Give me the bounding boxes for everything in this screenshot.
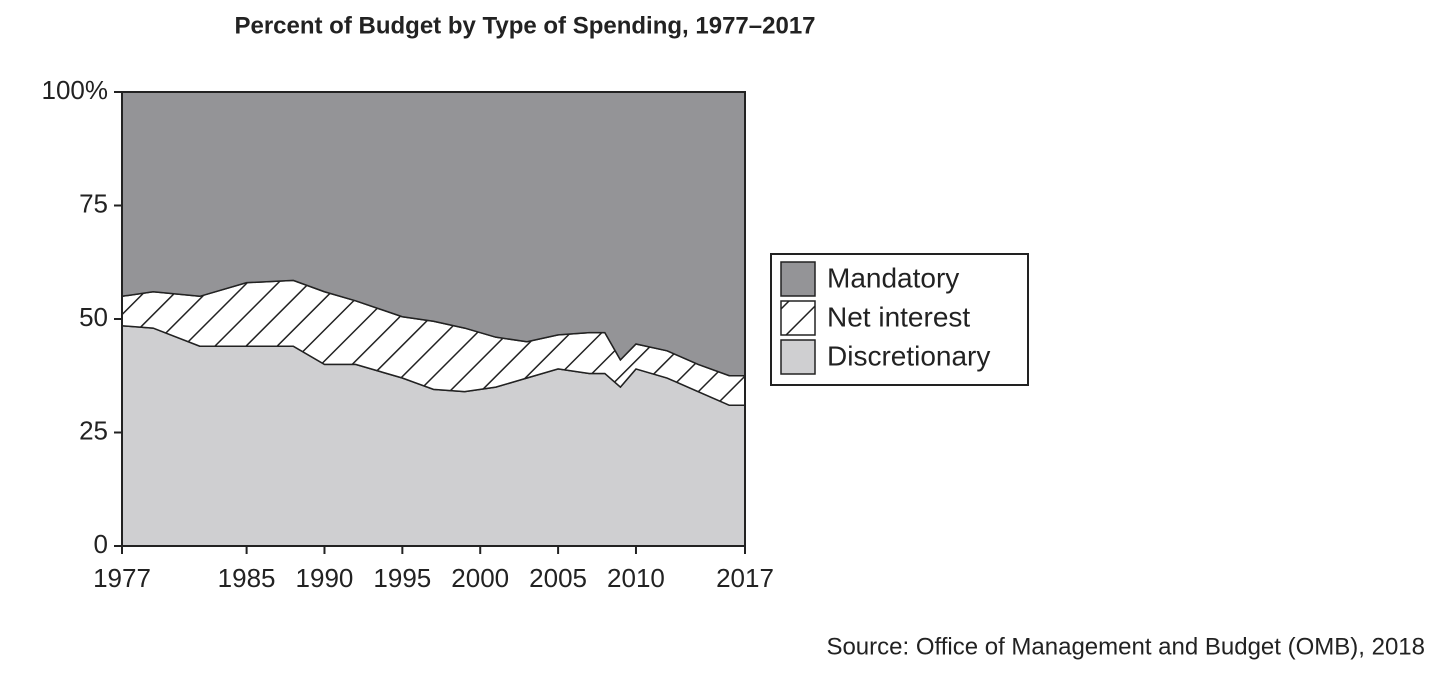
legend-swatch (780, 300, 816, 336)
x-tick-label: 1995 (373, 563, 431, 593)
legend-swatch (780, 339, 816, 375)
chart-title: Percent of Budget by Type of Spending, 1… (234, 12, 815, 39)
x-tick-label: 2005 (529, 563, 587, 593)
y-tick-label: 50 (79, 302, 108, 332)
legend-label: Mandatory (827, 262, 959, 293)
x-tick-label: 2010 (607, 563, 665, 593)
source: Source: Office of Management and Budget … (826, 633, 1425, 660)
x-tick-label: 1977 (93, 563, 151, 593)
x-tick-label: 1990 (296, 563, 354, 593)
x-tick-label: 2017 (716, 563, 774, 593)
y-tick-label: 75 (79, 188, 108, 218)
x-tick-label: 2000 (451, 563, 509, 593)
legend-label: Discretionary (827, 340, 990, 371)
y-tick-label: 100% (42, 75, 109, 105)
x-tick-label: 1985 (218, 563, 276, 593)
y-tick-label: 25 (79, 415, 108, 445)
legend-swatch (780, 261, 816, 297)
y-tick-label: 0 (94, 529, 108, 559)
legend-label: Net interest (827, 301, 970, 332)
